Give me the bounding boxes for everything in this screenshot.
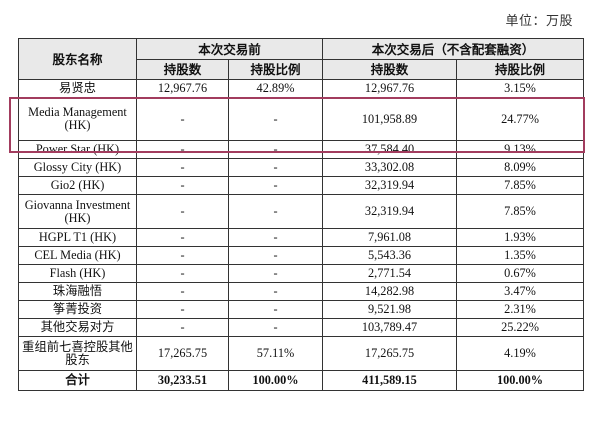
before-shares: - [136, 318, 229, 337]
before-shares: - [136, 140, 229, 159]
table-row: CEL Media (HK) - - 5,543.36 1.35% [18, 246, 585, 265]
table-row: Media Management (HK) - - 101,958.89 24.… [18, 97, 585, 141]
after-shares: 14,282.98 [322, 282, 458, 301]
total-after-shares: 411,589.15 [322, 370, 458, 391]
total-row: 合计 30,233.51 100.00% 411,589.15 100.00% [18, 370, 585, 391]
before-shares: - [136, 246, 229, 265]
shareholder-name: 重组前七喜控股其他股东 [18, 336, 137, 371]
table-row: Glossy City (HK) - - 33,302.08 8.09% [18, 158, 585, 177]
table-row: 珠海融悟 - - 14,282.98 3.47% [18, 282, 585, 301]
after-ratio: 7.85% [456, 176, 585, 195]
before-shares: - [136, 158, 229, 177]
unit-label: 单位：万股 [505, 13, 573, 28]
header-shareholder-name: 股东名称 [18, 38, 137, 80]
after-shares: 32,319.94 [322, 176, 458, 195]
before-ratio: 57.11% [227, 336, 324, 371]
after-ratio: 9.13% [456, 140, 585, 159]
table-row: Flash (HK) - - 2,771.54 0.67% [18, 264, 585, 283]
shareholder-name: 其他交易对方 [18, 318, 137, 337]
after-shares: 9,521.98 [322, 300, 458, 319]
before-ratio: - [227, 300, 324, 319]
before-shares: - [136, 300, 229, 319]
after-shares: 2,771.54 [322, 264, 458, 283]
after-ratio: 1.35% [456, 246, 585, 265]
after-ratio: 7.85% [456, 194, 585, 229]
header-before-transaction: 本次交易前 [135, 38, 324, 60]
after-ratio: 24.77% [456, 97, 585, 141]
before-ratio: - [227, 140, 324, 159]
before-ratio: - [227, 246, 324, 265]
header-before-shares: 持股数 [136, 59, 229, 80]
shareholder-name: 易贤忠 [18, 79, 137, 98]
after-shares: 7,961.08 [322, 228, 458, 247]
after-shares: 37,584.40 [322, 140, 458, 159]
header-after-transaction: 本次交易后（不含配套融资） [322, 38, 585, 60]
after-ratio: 8.09% [456, 158, 585, 177]
after-shares: 12,967.76 [322, 79, 458, 98]
table-row: 重组前七喜控股其他股东 17,265.75 57.11% 17,265.75 4… [18, 336, 585, 371]
shareholder-name: CEL Media (HK) [18, 246, 137, 265]
shareholder-name: Flash (HK) [18, 264, 137, 283]
total-before-ratio: 100.00% [227, 370, 324, 391]
after-ratio: 3.15% [456, 79, 585, 98]
header-after-shares: 持股数 [322, 59, 458, 80]
before-ratio: - [227, 194, 324, 229]
after-shares: 32,319.94 [322, 194, 458, 229]
header-row-groups: 股东名称 本次交易前 本次交易后（不含配套融资） [18, 38, 585, 80]
table-row: 易贤忠 12,967.76 42.89% 12,967.76 3.15% [18, 79, 585, 98]
after-shares: 5,543.36 [322, 246, 458, 265]
total-after-ratio: 100.00% [456, 370, 585, 391]
header-row-columns: 持股数 持股比例 持股数 持股比例 [19, 59, 585, 80]
shareholder-name: Power Star (HK) [18, 140, 137, 159]
shareholder-name: Gio2 (HK) [18, 176, 137, 195]
table-row: Giovanna Investment (HK) - - 32,319.94 7… [18, 194, 585, 229]
before-shares: - [136, 282, 229, 301]
after-shares: 33,302.08 [322, 158, 458, 177]
table-row: 其他交易对方 - - 103,789.47 25.22% [18, 318, 585, 337]
after-shares: 17,265.75 [322, 336, 458, 371]
before-ratio: - [227, 176, 324, 195]
header-before-ratio: 持股比例 [227, 59, 324, 80]
after-ratio: 1.93% [456, 228, 585, 247]
after-ratio: 2.31% [456, 300, 585, 319]
before-ratio: - [227, 282, 324, 301]
after-ratio: 0.67% [456, 264, 585, 283]
table-row: Gio2 (HK) - - 32,319.94 7.85% [18, 176, 585, 195]
total-label: 合计 [18, 370, 137, 391]
after-shares: 101,958.89 [322, 97, 458, 141]
shareholding-table: 股东名称 本次交易前 本次交易后（不含配套融资） 持股数 持股比例 持股数 持股… [18, 38, 585, 391]
shareholder-name: Glossy City (HK) [18, 158, 137, 177]
before-ratio: - [227, 97, 324, 141]
before-shares: 12,967.76 [136, 79, 229, 98]
after-shares: 103,789.47 [322, 318, 458, 337]
before-shares: - [136, 97, 229, 141]
table-row: Power Star (HK) - - 37,584.40 9.13% [18, 140, 585, 159]
before-ratio: - [227, 228, 324, 247]
after-ratio: 4.19% [456, 336, 585, 371]
after-ratio: 3.47% [456, 282, 585, 301]
table-row: HGPL T1 (HK) - - 7,961.08 1.93% [18, 228, 585, 247]
before-ratio: 42.89% [227, 79, 324, 98]
total-before-shares: 30,233.51 [136, 370, 229, 391]
shareholder-name: 珠海融悟 [18, 282, 137, 301]
shareholder-name: Media Management (HK) [18, 97, 137, 141]
header-after-ratio: 持股比例 [456, 59, 585, 80]
shareholder-name: 筝菁投资 [18, 300, 137, 319]
shareholder-name: HGPL T1 (HK) [18, 228, 137, 247]
before-shares: - [136, 228, 229, 247]
before-shares: - [136, 176, 229, 195]
table-row: 筝菁投资 - - 9,521.98 2.31% [18, 300, 585, 319]
before-ratio: - [227, 264, 324, 283]
before-ratio: - [227, 158, 324, 177]
before-shares: 17,265.75 [136, 336, 229, 371]
before-shares: - [136, 264, 229, 283]
shareholder-name: Giovanna Investment (HK) [18, 194, 137, 229]
after-ratio: 25.22% [456, 318, 585, 337]
before-shares: - [136, 194, 229, 229]
before-ratio: - [227, 318, 324, 337]
